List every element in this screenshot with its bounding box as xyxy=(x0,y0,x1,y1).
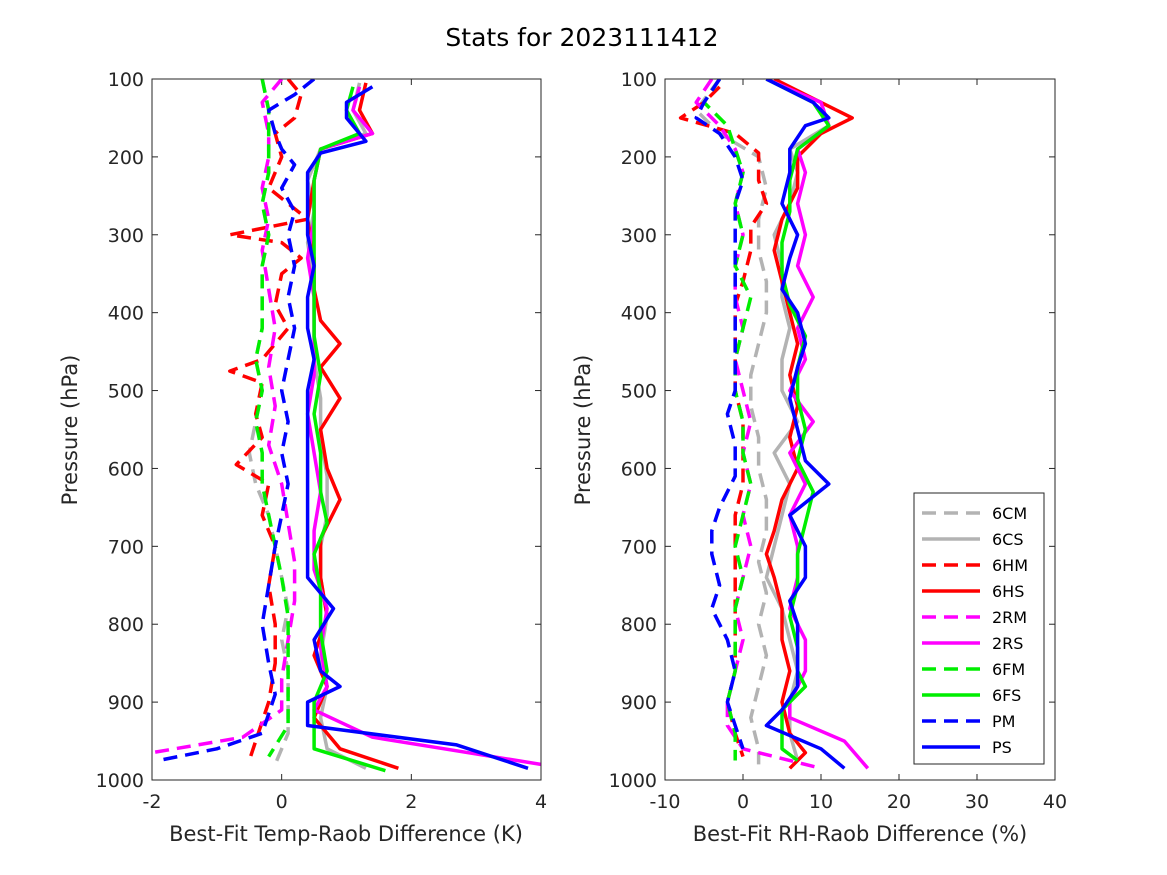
temp-y-tick-label: 700 xyxy=(108,536,144,558)
rh-y-tick-label: 400 xyxy=(621,303,657,325)
rh-y-tick-label: 100 xyxy=(621,69,657,91)
temp-x-tick-label: 2 xyxy=(405,791,417,813)
rh-x-tick-label: 20 xyxy=(887,791,911,813)
rh-x-axis-label: Best-Fit RH-Raob Difference (%) xyxy=(693,822,1027,846)
temp-y-tick-label: 900 xyxy=(108,692,144,714)
rh-x-tick-label: 30 xyxy=(965,791,989,813)
rh-series-6cm xyxy=(694,79,769,765)
rh-x-tick-label: 0 xyxy=(737,791,749,813)
temp-y-tick-label: 400 xyxy=(108,303,144,325)
rh-x-tick-label: 10 xyxy=(809,791,833,813)
rh-series-pm xyxy=(694,79,745,750)
rh-series-6fm xyxy=(702,79,753,761)
temp-y-tick-label: 1000 xyxy=(96,770,144,792)
rh-series-2rs xyxy=(765,79,870,770)
rh-series-ps xyxy=(764,79,846,770)
legend-label-ps: PS xyxy=(992,738,1012,757)
temp-series-6fm xyxy=(253,79,290,758)
rh-y-tick-label: 700 xyxy=(621,536,657,558)
rh-y-axis-label: Pressure (hPa) xyxy=(571,355,595,506)
rh-y-tick-label: 600 xyxy=(621,458,657,480)
rh-y-tick-label: 1000 xyxy=(609,770,657,792)
temp-series-6fs xyxy=(312,86,386,773)
rh-y-tick-label: 300 xyxy=(621,225,657,247)
rh-y-tick-label: 500 xyxy=(621,381,657,403)
temp-series-pm xyxy=(158,79,316,763)
temp-y-tick-label: 500 xyxy=(108,381,144,403)
temp-x-tick-label: 4 xyxy=(535,791,547,813)
rh-y-tick-label: 800 xyxy=(621,614,657,636)
temp-series-2rm xyxy=(152,79,297,755)
temp-series-6hm xyxy=(228,79,310,762)
temp-y-tick-label: 800 xyxy=(108,614,144,636)
rh-series-6hs xyxy=(764,79,854,770)
legend-label-6fm: 6FM xyxy=(992,660,1025,679)
temp-difference-panel: -2 0 2 4 100 200 300 400 500 600 700 800 900 1000 Bes… xyxy=(58,69,547,846)
rh-y-tick-label: 900 xyxy=(621,692,657,714)
rh-x-tick-label: -10 xyxy=(649,791,680,813)
temp-x-axis-label: Best-Fit Temp-Raob Difference (K) xyxy=(169,822,523,846)
legend: 6CM 6CS 6HM 6HS 2RM 2RS 6FM 6FS PM PS xyxy=(913,492,1045,765)
rh-series-6hm xyxy=(678,85,769,758)
legend-box xyxy=(913,492,1045,765)
rh-axis-ticks: -10 0 10 20 30 40 100 200 300 400 500 600 700 800 900 1… xyxy=(609,69,1067,813)
rh-series-lines xyxy=(678,79,870,770)
temp-y-tick-label: 300 xyxy=(108,225,144,247)
temp-series-ps xyxy=(305,85,529,770)
legend-label-2rm: 2RM xyxy=(992,608,1027,627)
legend-label-6hs: 6HS xyxy=(992,582,1024,601)
legend-label-6fs: 6FS xyxy=(992,686,1021,705)
temp-series-2rs xyxy=(305,86,541,767)
temp-y-axis-label: Pressure (hPa) xyxy=(58,355,82,506)
rh-plot-frame xyxy=(664,78,1056,781)
figure-title: Stats for 2023111412 xyxy=(445,23,718,52)
temp-y-tick-label: 100 xyxy=(108,69,144,91)
temp-series-lines xyxy=(152,79,541,773)
rh-x-tick-label: 40 xyxy=(1043,791,1067,813)
legend-label-6hm: 6HM xyxy=(992,556,1028,575)
temp-x-tick-label: 0 xyxy=(276,791,288,813)
rh-difference-panel: -10 0 10 20 30 40 100 200 300 400 500 600 700 800 900 1… xyxy=(571,69,1067,846)
temp-x-tick-label: -2 xyxy=(143,791,162,813)
legend-label-6cs: 6CS xyxy=(992,530,1024,549)
legend-label-6cm: 6CM xyxy=(992,504,1027,523)
temp-plot-frame xyxy=(151,78,542,781)
temp-y-tick-label: 600 xyxy=(108,458,144,480)
legend-label-pm: PM xyxy=(992,712,1015,731)
legend-label-2rs: 2RS xyxy=(992,634,1023,653)
rh-y-tick-label: 200 xyxy=(621,147,657,169)
temp-axis-ticks: -2 0 2 4 100 200 300 400 500 600 700 800 900 1000 xyxy=(96,69,547,813)
temp-y-tick-label: 200 xyxy=(108,147,144,169)
